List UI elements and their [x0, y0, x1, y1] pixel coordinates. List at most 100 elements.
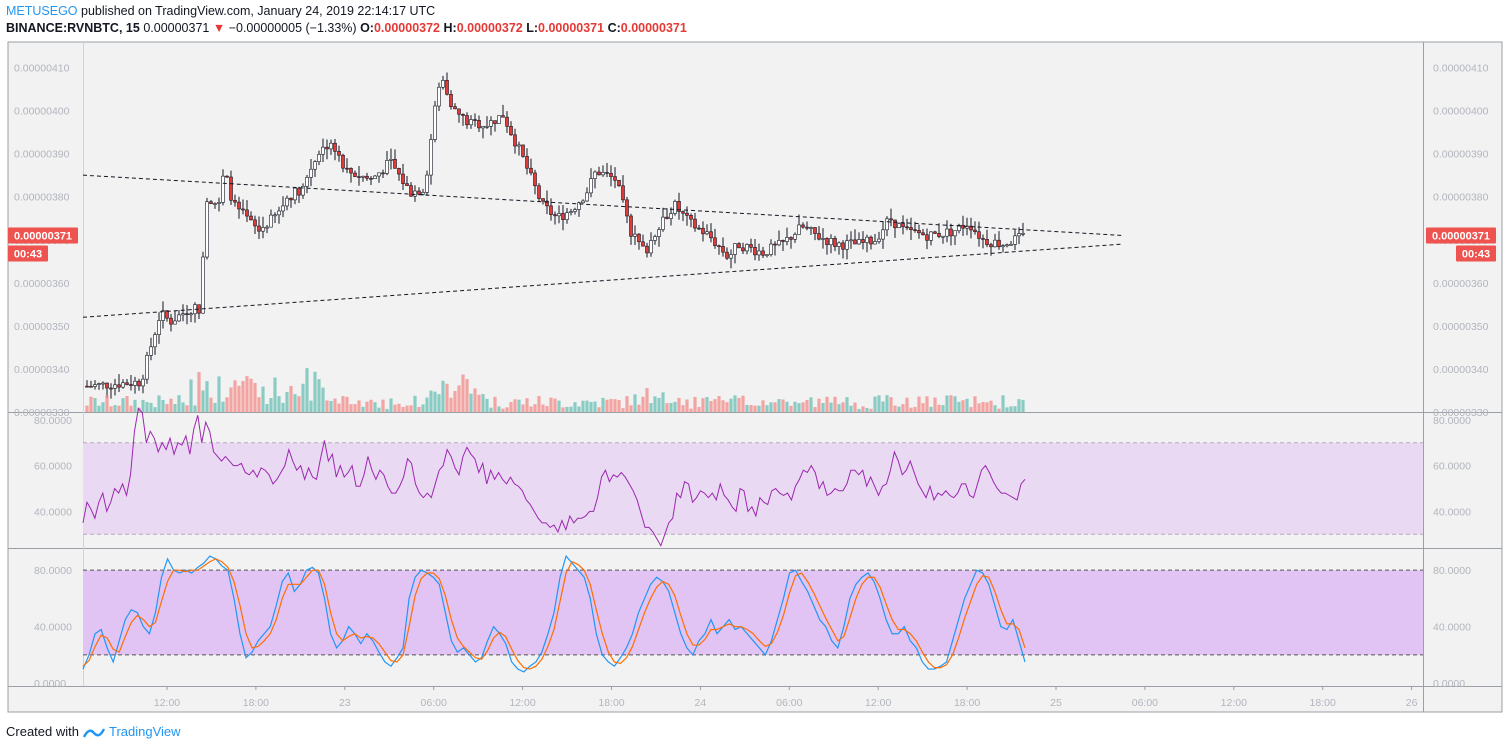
volume-bar: [529, 406, 533, 412]
volume-bar: [509, 402, 513, 412]
candle-body: [729, 254, 733, 259]
candle-body: [997, 239, 1001, 248]
volume-bar: [845, 397, 849, 412]
volume-bar: [365, 401, 369, 412]
candle-body: [537, 185, 541, 199]
volume-bar: [253, 382, 257, 412]
volume-bar: [605, 399, 609, 412]
volume-bar: [813, 407, 817, 412]
candle-body: [989, 244, 993, 248]
candle-body: [633, 233, 637, 237]
candle-body: [561, 213, 565, 220]
candle-body: [749, 244, 753, 248]
candle-body: [513, 134, 517, 147]
volume-bar: [621, 408, 625, 412]
volume-bar: [473, 388, 477, 412]
candle-body: [157, 320, 161, 335]
candle-body: [565, 212, 569, 220]
volume-bar: [997, 408, 1001, 412]
candle-body: [577, 202, 581, 210]
price-tick-left: 0.00000350: [14, 321, 70, 333]
volume-bar: [677, 397, 681, 412]
volume-bar: [701, 398, 705, 412]
tradingview-brand[interactable]: TradingView: [108, 724, 181, 739]
candle-body: [617, 179, 621, 187]
price-tick-left: 0.00000330: [14, 407, 70, 419]
candle-body: [837, 242, 841, 247]
candle-body: [885, 218, 889, 231]
volume-bar: [241, 380, 245, 412]
volume-bar: [561, 407, 565, 412]
volume-bar: [653, 396, 657, 412]
candle-body: [585, 192, 589, 202]
triangle-trendline: [82, 243, 1124, 318]
volume-bar: [313, 371, 317, 412]
candle-body: [765, 254, 769, 256]
candle-body: [1021, 233, 1025, 235]
candle-body: [361, 175, 365, 178]
candle-body: [453, 106, 457, 110]
volume-bar: [357, 400, 361, 412]
volume-bar: [705, 397, 709, 412]
volume-bar: [577, 406, 581, 412]
volume-bar: [213, 402, 217, 412]
candle-body: [733, 243, 737, 255]
volume-bar: [369, 399, 373, 412]
candle-body: [665, 216, 669, 219]
volume-bar: [201, 390, 205, 412]
volume-bar: [133, 399, 137, 412]
candle-body: [329, 142, 333, 150]
candle-body: [161, 310, 165, 321]
x-tick-label: 12:00: [865, 697, 891, 709]
volume-bar: [277, 396, 281, 412]
volume-bar: [405, 405, 409, 412]
candle-body: [1013, 235, 1017, 245]
candle-body: [545, 200, 549, 207]
volume-bar: [981, 401, 985, 412]
candle-body: [741, 247, 745, 252]
candle-body: [677, 201, 681, 212]
candle-body: [737, 243, 741, 249]
candle-body: [213, 203, 217, 205]
rsi-tick-left: 80.0000: [34, 415, 72, 427]
volume-bar: [741, 395, 745, 412]
volume-bar: [905, 397, 909, 412]
candle-body: [477, 120, 481, 129]
price-tick-left: 0.00000380: [14, 192, 70, 204]
volume-bar: [889, 397, 893, 412]
candle-body: [113, 384, 117, 389]
countdown-badge-left: [8, 245, 48, 262]
candle-body: [705, 231, 709, 235]
symbol-info: BINANCE:RVNBTC, 15 0.00000371 ▼ −0.00000…: [6, 21, 687, 35]
candle-body: [445, 80, 449, 95]
volume-bar: [429, 390, 433, 412]
stoch-tick-right: 40.0000: [1433, 622, 1471, 634]
volume-bar: [101, 402, 105, 412]
candle-body: [221, 175, 225, 203]
candle-body: [497, 115, 501, 124]
candle-body: [757, 250, 761, 256]
volume-bar: [601, 397, 605, 412]
candle-body: [973, 229, 977, 233]
volume-bar: [229, 387, 233, 412]
candle-body: [425, 174, 429, 193]
candle-body: [801, 224, 805, 228]
candle-body: [489, 120, 493, 127]
stoch-tick-left: 80.0000: [34, 565, 72, 577]
x-tick-label: 06:00: [776, 697, 802, 709]
triangle-trendline: [82, 174, 1124, 236]
x-tick-label: 18:00: [954, 697, 980, 709]
volume-bar: [397, 403, 401, 412]
x-tick-label: 12:00: [509, 697, 535, 709]
candle-body: [101, 382, 105, 385]
candle-body: [421, 192, 425, 195]
author-link[interactable]: METUSEGO: [6, 4, 78, 18]
volume-bar: [1001, 395, 1005, 412]
volume-bar: [901, 404, 905, 412]
volume-bar: [261, 386, 265, 412]
stoch-tick-left: 0.0000: [34, 678, 66, 690]
candle-body: [401, 173, 405, 184]
candle-body: [653, 236, 657, 241]
rsi-tick-left: 60.0000: [34, 461, 72, 473]
